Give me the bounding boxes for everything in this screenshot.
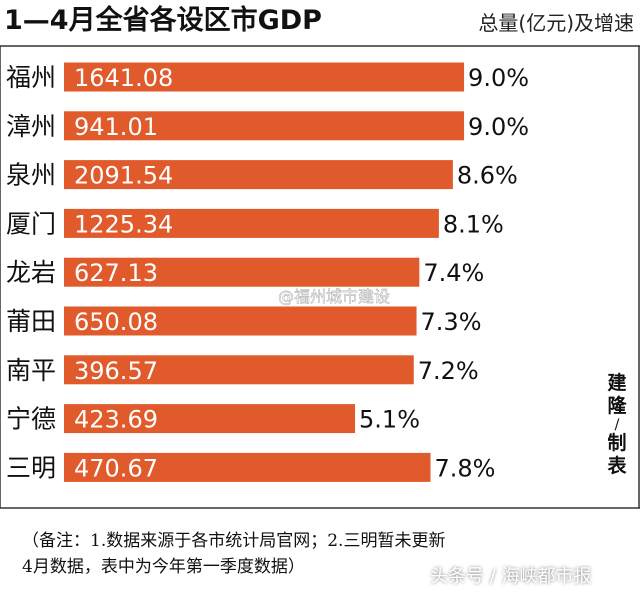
growth-label-9: 7.8%	[435, 454, 496, 482]
bar-8	[64, 404, 356, 434]
category-label-3: 泉州	[6, 161, 56, 190]
growth-label-5: 7.4%	[423, 259, 484, 287]
category-label-8: 宁德	[6, 405, 56, 434]
watermark-bottom: 头条号 / 海峡都市报	[430, 566, 592, 587]
footer-note: （备注：1.数据来源于各市统计局官网；2.三明暂未更新 4月数据，表中为今年第一…	[22, 528, 632, 580]
category-label-5: 龙岩	[6, 258, 56, 287]
value-label-4: 1225.34	[74, 210, 173, 238]
category-label-7: 南平	[6, 356, 56, 385]
category-label-6: 莆田	[6, 307, 56, 336]
value-label-8: 423.69	[74, 406, 158, 434]
bars-layer: 福州 1641.08 9.0% 漳州 941.01 9.0% 泉州 2091.54 8.6% 厦门…	[6, 62, 529, 482]
growth-label-8: 5.1%	[359, 406, 420, 434]
author-char-3: 制	[607, 432, 627, 454]
watermark-center: @福州城市建设	[278, 287, 390, 306]
category-label-4: 厦门	[6, 209, 56, 238]
footer-note-line-1: （备注：1.数据来源于各市统计局官网；2.三明暂未更新	[22, 531, 446, 551]
bar-1	[64, 62, 465, 92]
value-label-6: 650.08	[74, 308, 158, 336]
author-char-4: 表	[607, 455, 627, 477]
value-label-7: 396.57	[74, 357, 158, 385]
bar-4	[64, 208, 439, 238]
author-slash: /	[614, 417, 620, 433]
bar-6	[64, 306, 417, 336]
author-char-2: 隆	[607, 395, 627, 417]
value-label-5: 627.13	[74, 259, 158, 287]
chart-title: 1—4月全省各设区市GDP	[4, 4, 322, 36]
bar-9	[64, 452, 431, 482]
author-credit-vertical: 建 隆 / 制 表	[604, 372, 630, 478]
growth-label-3: 8.6%	[457, 162, 518, 190]
bar-2	[64, 111, 465, 141]
value-label-1: 1641.08	[74, 64, 173, 92]
chart-subtitle: 总量(亿元)及增速	[478, 11, 634, 35]
growth-label-6: 7.3%	[421, 308, 482, 336]
growth-label-4: 8.1%	[443, 210, 504, 238]
category-label-9: 三明	[6, 453, 56, 482]
growth-label-2: 9.0%	[468, 113, 529, 141]
category-label-1: 福州	[6, 63, 56, 92]
value-label-2: 941.01	[74, 113, 158, 141]
growth-label-1: 9.0%	[468, 64, 529, 92]
growth-label-7: 7.2%	[418, 357, 479, 385]
author-char-1: 建	[607, 372, 627, 394]
bar-3	[64, 160, 453, 190]
value-label-9: 470.67	[74, 454, 158, 482]
category-label-2: 漳州	[6, 112, 56, 141]
value-label-3: 2091.54	[74, 162, 173, 190]
bar-7	[64, 355, 414, 385]
bar-5	[64, 257, 420, 287]
footer-note-line-2: 4月数据，表中为今年第一季度数据）	[22, 557, 305, 577]
